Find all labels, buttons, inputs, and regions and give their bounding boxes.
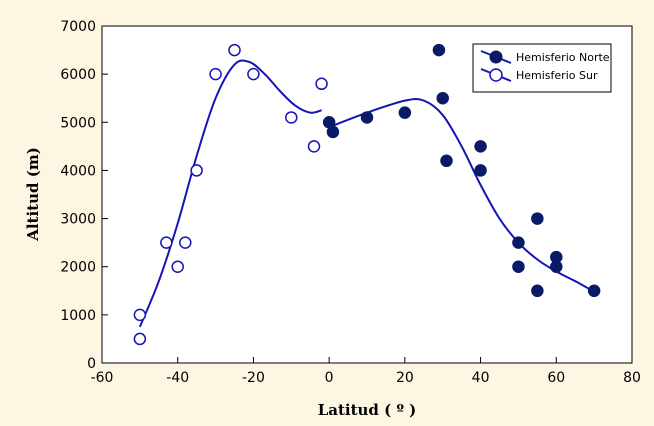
data-point-sur <box>307 140 321 153</box>
data-point-sur <box>315 77 328 91</box>
data-markers <box>133 43 601 346</box>
data-point-norte <box>436 91 449 105</box>
data-point-norte <box>474 164 487 177</box>
y-tick-label: 5000 <box>60 115 96 131</box>
data-point-norte <box>512 236 525 249</box>
data-point-sur <box>247 67 260 81</box>
legend-label-sur: Hemisferio Sur <box>516 69 598 82</box>
data-point-sur <box>190 164 203 177</box>
fit-curve-sur <box>138 59 322 328</box>
legend-marker-norte <box>489 50 503 64</box>
x-tick-label: -20 <box>242 370 265 386</box>
data-point-norte <box>550 260 563 273</box>
y-tick-label: 3000 <box>60 212 96 228</box>
data-point-sur <box>285 111 298 124</box>
data-point-sur <box>209 67 222 81</box>
x-axis-ticks: -60 -40 -20 0 20 40 60 80 <box>91 357 641 386</box>
x-axis-title: Latitud ( º ) <box>318 401 417 419</box>
data-point-norte <box>531 212 544 225</box>
x-tick-label: -60 <box>91 370 114 386</box>
y-tick-label: 0 <box>87 356 96 372</box>
x-tick-label: 80 <box>623 370 641 386</box>
data-point-sur <box>133 308 147 322</box>
x-tick-label: -40 <box>166 370 189 386</box>
x-tick-label: 60 <box>547 370 565 386</box>
y-axis-title: Altitud (m) <box>24 147 42 242</box>
y-tick-label: 7000 <box>60 19 96 35</box>
data-point-norte <box>474 140 487 153</box>
x-tick-label: 0 <box>325 370 334 386</box>
data-point-norte <box>360 111 374 124</box>
data-point-norte <box>587 284 601 298</box>
x-tick-label: 40 <box>472 370 490 386</box>
data-point-norte <box>512 260 525 273</box>
data-point-sur <box>133 332 147 346</box>
data-point-norte <box>398 106 412 119</box>
data-point-sur <box>171 260 184 273</box>
y-tick-label: 4000 <box>60 163 96 179</box>
y-tick-label: 2000 <box>60 260 96 276</box>
data-point-sur <box>179 236 192 249</box>
data-point-sur <box>228 43 241 57</box>
legend: Hemisferio Norte Hemisferio Sur <box>472 43 612 93</box>
x-tick-label: 20 <box>396 370 414 386</box>
data-point-norte <box>432 43 446 57</box>
y-axis-ticks: 0 1000 2000 3000 4000 5000 6000 7000 <box>60 19 108 372</box>
legend-label-norte: Hemisferio Norte <box>516 51 610 64</box>
data-point-norte <box>326 125 340 139</box>
data-point-sur <box>160 236 173 249</box>
data-point-norte <box>531 284 544 298</box>
y-tick-label: 6000 <box>60 67 96 83</box>
legend-marker-sur <box>489 68 503 82</box>
y-tick-label: 1000 <box>60 308 96 324</box>
data-point-norte <box>440 154 453 168</box>
